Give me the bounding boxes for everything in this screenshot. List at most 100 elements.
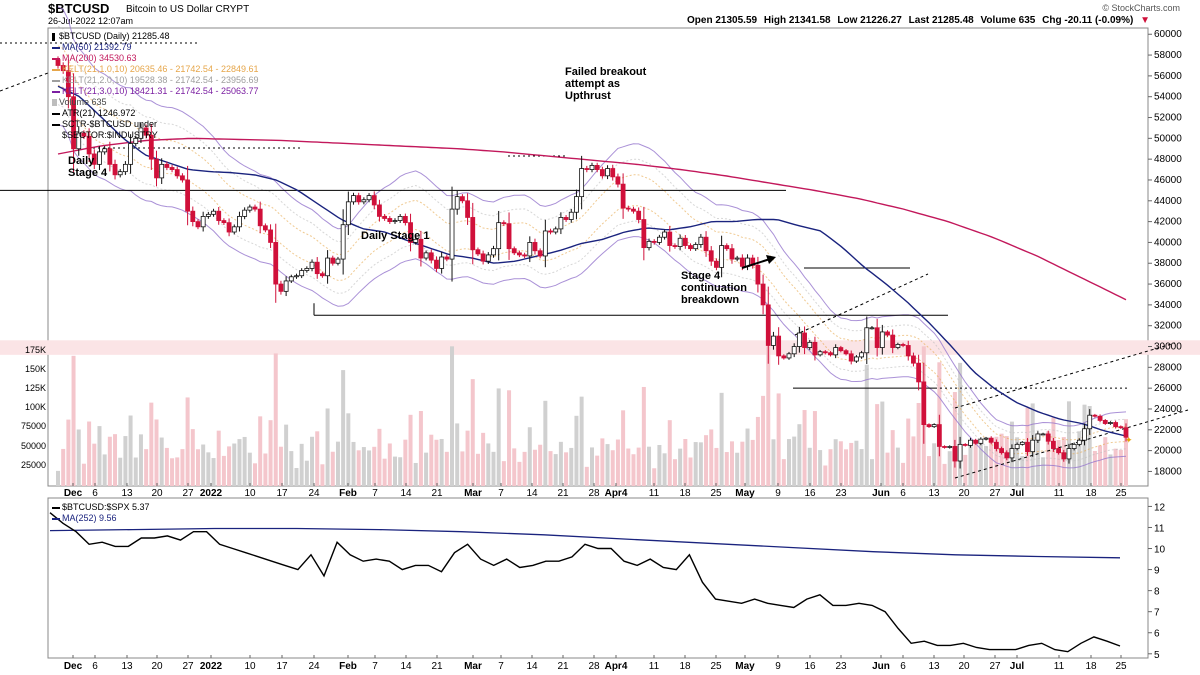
volume-bar <box>963 454 968 486</box>
lower-legend: $BTCUSD:$SPX 5.37 MA(252) 9.56 <box>52 502 150 524</box>
lower-y-tick-label: 5 <box>1154 650 1160 661</box>
volume-bar <box>704 435 709 486</box>
main-legend: $BTCUSD (Daily) 21285.48 MA(50) 21392.79 M… <box>52 31 258 141</box>
volume-bar <box>849 442 854 486</box>
volume-bar <box>989 439 994 486</box>
candle-body <box>247 206 253 211</box>
x-tick-label: 25 <box>710 488 722 499</box>
trend-dashed-line <box>0 72 49 92</box>
line-icon <box>52 517 60 520</box>
volume-bar <box>398 457 403 486</box>
main-legend-text: SCTR-$BTCUSD under <box>62 119 158 129</box>
x-tick-label-lower: 13 <box>121 661 133 672</box>
candle-body <box>143 127 149 136</box>
line-icon <box>52 123 60 126</box>
volume-bar <box>159 437 164 486</box>
candle-body <box>760 283 766 306</box>
candle-body <box>1066 448 1072 460</box>
candle-body <box>636 210 642 220</box>
volume-bar <box>258 416 263 486</box>
volume-bar <box>688 457 693 486</box>
candle-body <box>262 225 268 231</box>
x-tick-label-lower: 17 <box>276 661 288 672</box>
main-legend-text: KELT(21,3.0,10) 18421.31 - 21742.54 - 25… <box>62 86 259 96</box>
y-tick-label: 38000 <box>1154 258 1182 269</box>
main-legend-item: KELT(21,1.0,10) 20635.46 - 21742.54 - 22… <box>52 64 258 75</box>
candle-body <box>610 168 616 178</box>
candle-body <box>765 304 771 346</box>
candle-body <box>527 242 533 257</box>
breakdown-arrow-line <box>741 258 771 269</box>
main-legend-item: $BTCUSD (Daily) 21285.48 <box>52 31 258 42</box>
x-tick-label: Jul <box>1010 488 1025 499</box>
volume-bar <box>284 424 289 486</box>
candle-body <box>677 237 683 247</box>
volume-bar <box>102 454 107 486</box>
candle-body <box>978 438 984 444</box>
lower-y-tick-label: 7 <box>1154 608 1160 619</box>
candle-body <box>91 153 97 165</box>
candle-body <box>641 219 647 249</box>
candle-body <box>1087 414 1093 430</box>
candle-body <box>911 355 916 364</box>
candle-body <box>371 195 377 206</box>
volume-bar <box>367 450 372 486</box>
candle-body <box>719 245 725 268</box>
volume-bar <box>335 441 340 486</box>
x-tick-label: 18 <box>679 488 691 499</box>
x-tick-label-lower: 2022 <box>200 661 223 672</box>
y-tick-label: 28000 <box>1154 362 1182 373</box>
volume-bar <box>595 455 600 486</box>
candle-body <box>1118 426 1124 429</box>
volume-bar <box>880 401 885 486</box>
volume-bar <box>652 468 657 486</box>
volume-bar <box>750 439 755 486</box>
volume-bar <box>460 451 465 486</box>
candle-body <box>454 196 460 210</box>
candle-body <box>402 216 408 224</box>
candle-body <box>548 230 553 233</box>
volume-bar <box>672 459 677 486</box>
volume-bar <box>123 436 128 486</box>
volume-bar <box>781 459 786 486</box>
volume-bar <box>517 461 522 486</box>
ma252-line <box>49 527 1121 559</box>
candle-body <box>781 355 787 359</box>
x-tick-label: 25 <box>1115 488 1127 499</box>
candle-body <box>594 164 600 170</box>
candle-body <box>817 351 823 356</box>
volume-bar <box>320 464 325 486</box>
volume-bar <box>958 362 963 486</box>
volume-tick-label: 125K <box>25 383 46 393</box>
volume-bar <box>507 390 512 486</box>
quote-down-arrow-icon: ▼ <box>1140 15 1150 26</box>
candle-body <box>656 236 662 243</box>
candle-body <box>693 244 699 250</box>
volume-bar <box>527 427 532 486</box>
volume-bar <box>237 439 242 486</box>
ma50-line <box>57 85 1127 437</box>
candle-body <box>268 229 273 243</box>
x-tick-label-lower: 11 <box>649 661 660 672</box>
candle-body <box>335 258 341 264</box>
volume-bar <box>641 386 646 486</box>
x-tick-label: 27 <box>182 488 194 499</box>
volume-bar <box>1072 443 1077 486</box>
candle-body <box>631 208 636 212</box>
candle-body <box>81 132 87 137</box>
volume-bar <box>1056 440 1061 486</box>
lower-y-tick-label: 11 <box>1154 523 1165 534</box>
volume-bar <box>424 452 429 486</box>
candle-body <box>1009 448 1015 459</box>
volume-bar <box>812 411 817 486</box>
candle-body <box>465 200 470 218</box>
volume-bar <box>512 448 517 486</box>
volume-bar <box>729 441 734 486</box>
volume-bar <box>574 415 579 486</box>
candle-body <box>128 143 133 165</box>
quote-chg-value: -20.11 (-0.09%) <box>1064 15 1134 26</box>
volume-bar <box>1098 445 1103 486</box>
volume-bar <box>1035 439 1040 486</box>
volume-bar <box>735 452 740 486</box>
candle-body <box>320 273 325 277</box>
